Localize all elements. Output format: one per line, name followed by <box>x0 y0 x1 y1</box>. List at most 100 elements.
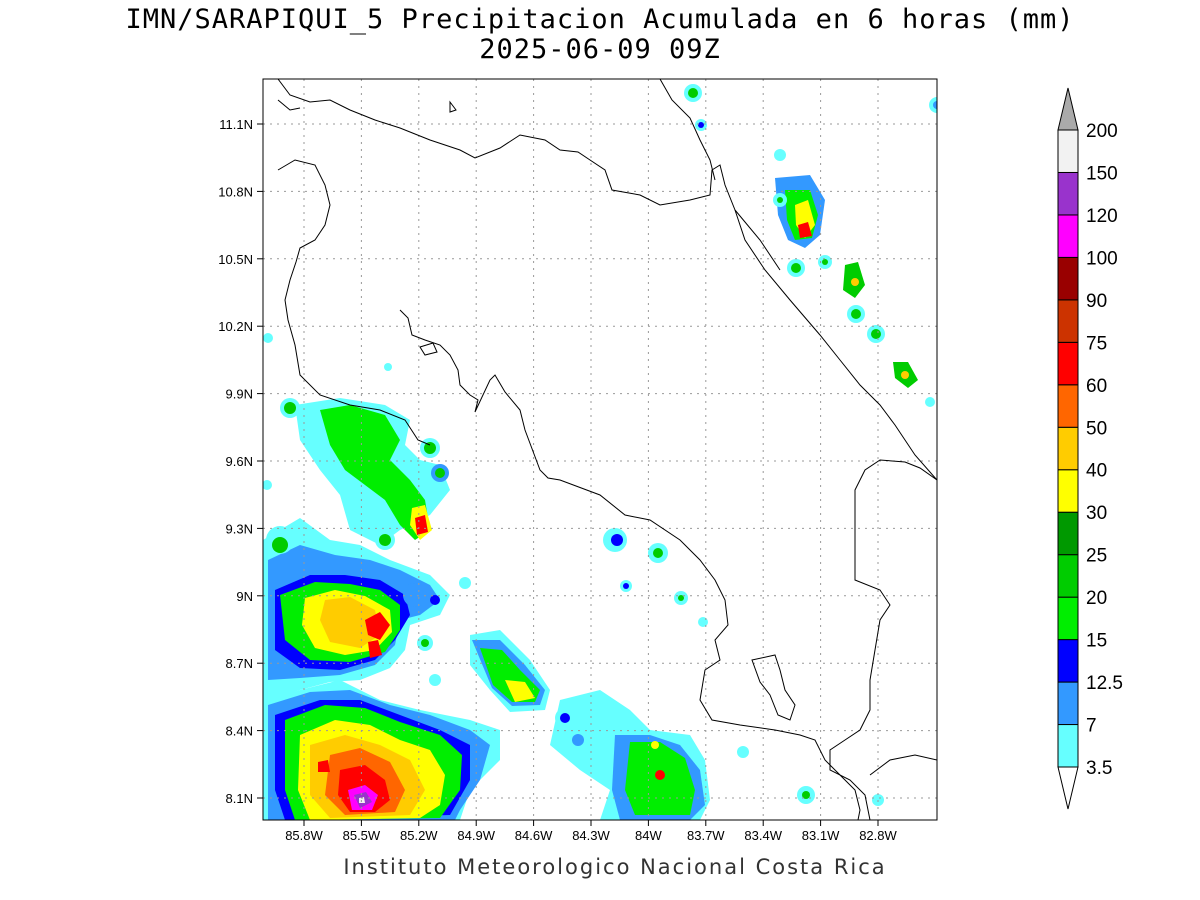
rain-cell <box>263 480 272 490</box>
colorbar-swatch <box>1057 256 1079 301</box>
rain-cell <box>774 149 786 161</box>
colorbar-swatch <box>1057 341 1079 386</box>
rain-area-white <box>359 797 365 803</box>
colorbar-swatch <box>1057 724 1079 768</box>
lat-tick-label: 8.7N <box>226 656 253 671</box>
rain-cell <box>572 734 584 746</box>
map-title: IMN/SARAPIQUI_5 Precipitacion Acumulada … <box>125 4 1075 35</box>
lat-tick-label: 10.5N <box>218 252 253 267</box>
rain-cell <box>560 713 570 723</box>
colorbar-label: 150 <box>1086 163 1118 184</box>
rain-cell <box>403 583 427 607</box>
rain-cell <box>272 537 288 553</box>
lon-tick-label: 84.3W <box>572 828 610 843</box>
rain-area-red <box>318 760 330 772</box>
rain-cell <box>791 263 801 273</box>
rain-cell <box>459 577 471 589</box>
lat-tick-label: 10.8N <box>218 184 253 199</box>
rain-area-red <box>415 515 428 535</box>
rain-area-orange <box>320 597 380 648</box>
rain-cell <box>698 617 708 627</box>
rain-cell <box>871 329 881 339</box>
rain-cell <box>737 746 749 758</box>
rain-cell <box>678 595 684 601</box>
rain-cell <box>933 101 937 109</box>
rain-cell <box>435 468 445 478</box>
colorbar-label: 50 <box>1086 418 1107 439</box>
lon-tick-label: 83.1W <box>802 828 840 843</box>
colorbar-label: 30 <box>1086 503 1107 524</box>
colorbar-label: 7 <box>1086 716 1097 737</box>
rain-cell <box>651 741 659 749</box>
colorbar-label: 12.5 <box>1086 673 1123 694</box>
rain-cell <box>777 197 783 203</box>
rain-cell <box>430 595 440 605</box>
rain-area-green <box>320 405 430 540</box>
plot-frame <box>262 78 938 821</box>
lat-tick-label: 10.2N <box>218 319 253 334</box>
colorbar-swatch <box>1057 469 1079 513</box>
lat-tick-label: 9N <box>236 589 253 604</box>
rain-cell <box>379 534 391 546</box>
map-gridlines <box>263 79 937 820</box>
rain-cell <box>925 397 935 407</box>
colorbar-swatch <box>1057 299 1079 343</box>
colorbar-label: 75 <box>1086 333 1107 354</box>
rain-cell <box>688 88 698 98</box>
lat-tick-label: 9.3N <box>226 521 253 536</box>
colorbar-swatch <box>1057 639 1079 683</box>
lat-tick-label: 9.6N <box>226 454 253 469</box>
rain-cell <box>802 791 810 799</box>
precipitation-field <box>263 84 937 820</box>
colorbar-swatch <box>1057 171 1079 216</box>
coastline-outline <box>277 79 937 820</box>
lon-tick-label: 84.9W <box>457 828 495 843</box>
rain-cell <box>623 583 629 589</box>
rain-cell <box>698 122 704 128</box>
colorbar-swatch <box>1057 681 1079 726</box>
colorbar-swatch <box>1057 596 1079 641</box>
lat-tick-label: 9.9N <box>226 387 253 402</box>
colorbar-label: 3.5 <box>1086 758 1112 779</box>
longitude-axis: 85.8W 85.5W 85.2W 84.9W 84.6W 84.3W 84W 83.7W 83… <box>285 820 898 843</box>
colorbar-label: 25 <box>1086 546 1107 567</box>
lon-tick-label: 85.5W <box>343 828 381 843</box>
lon-tick-label: 84W <box>635 828 662 843</box>
lon-tick-label: 82.8W <box>859 828 897 843</box>
colorbar-label: 200 <box>1086 121 1118 142</box>
colorbar-swatch <box>1057 384 1079 428</box>
rain-cell <box>263 333 273 343</box>
rain-cell <box>611 534 623 546</box>
rain-area-red <box>798 222 812 238</box>
rain-area-red <box>365 612 390 640</box>
rain-cell <box>424 442 436 454</box>
rain-area-yellow <box>505 680 535 702</box>
lat-tick-label: 11.1N <box>219 117 253 132</box>
colorbar-label: 90 <box>1086 291 1107 312</box>
colorbar-legend: 3.5 7 12.5 15 20 25 30 40 50 60 75 90 100 120 150 200 <box>1057 87 1123 810</box>
rain-cell <box>421 639 429 647</box>
lon-tick-label: 84.6W <box>515 828 553 843</box>
colorbar-label: 15 <box>1086 631 1107 652</box>
lon-tick-label: 83.4W <box>744 828 782 843</box>
rain-cell <box>851 278 859 286</box>
colorbar-label: 60 <box>1086 376 1107 397</box>
colorbar-label: 20 <box>1086 588 1107 609</box>
footer-credit: Instituto Meteorologico Nacional Costa R… <box>343 855 887 879</box>
rain-cell <box>384 363 392 371</box>
colorbar-label: 40 <box>1086 461 1107 482</box>
rain-cell <box>901 371 909 379</box>
colorbar-max-arrow <box>1057 87 1079 131</box>
colorbar-min-arrow <box>1057 766 1079 810</box>
rain-cell <box>284 402 296 414</box>
lon-tick-label: 85.8W <box>285 828 323 843</box>
colorbar-swatch <box>1057 426 1079 471</box>
latitude-axis: 11.1N 10.8N 10.5N 10.2N 9.9N 9.6N 9.3N 9N 8.7N 8.… <box>218 117 263 806</box>
rain-cell <box>851 309 861 319</box>
colorbar-swatch <box>1057 214 1079 258</box>
lat-tick-label: 8.1N <box>226 791 253 806</box>
colorbar-label: 120 <box>1086 206 1118 227</box>
lon-tick-label: 83.7W <box>687 828 725 843</box>
colorbar-label: 100 <box>1086 248 1118 269</box>
